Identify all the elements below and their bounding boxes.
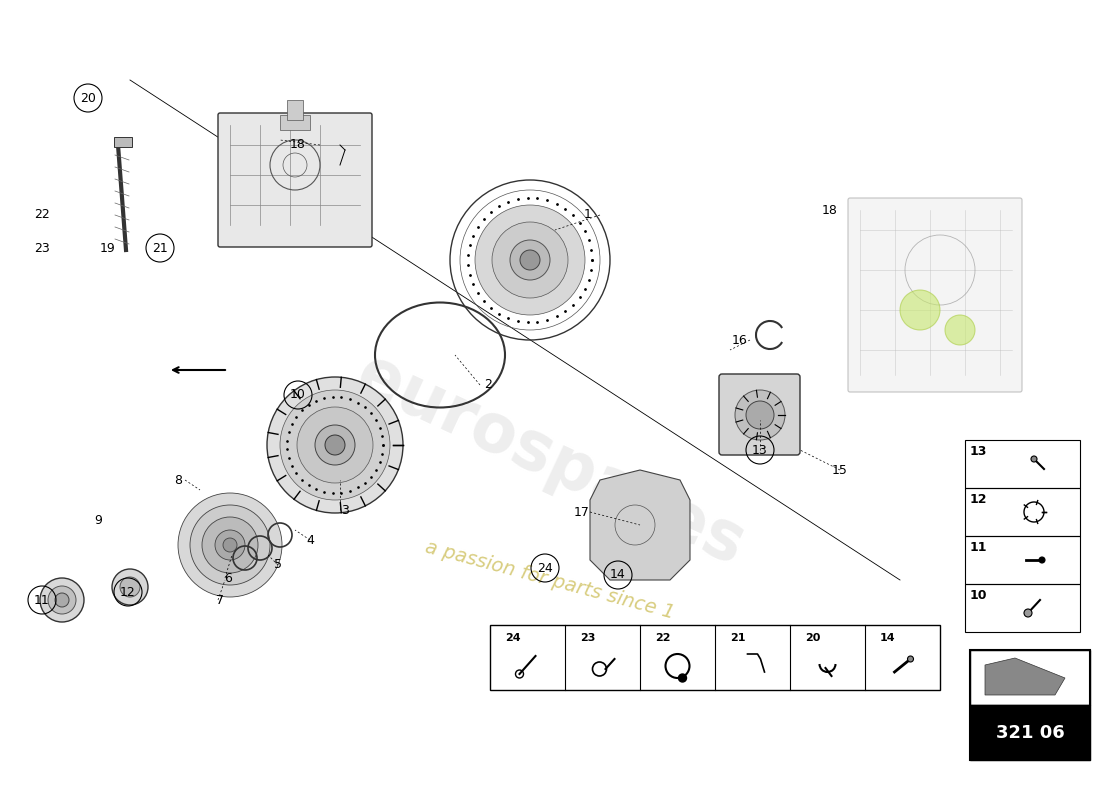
Text: 321 06: 321 06 <box>996 723 1065 742</box>
Text: 10: 10 <box>970 589 988 602</box>
Text: 22: 22 <box>654 633 671 643</box>
Text: 23: 23 <box>34 242 50 254</box>
Circle shape <box>908 656 913 662</box>
Circle shape <box>510 240 550 280</box>
FancyBboxPatch shape <box>719 374 800 455</box>
Text: eurospares: eurospares <box>345 341 755 579</box>
Circle shape <box>280 390 390 500</box>
Circle shape <box>746 401 774 429</box>
Text: 10: 10 <box>290 389 306 402</box>
Text: 8: 8 <box>174 474 182 486</box>
Circle shape <box>475 205 585 315</box>
Circle shape <box>492 222 568 298</box>
Circle shape <box>520 250 540 270</box>
Text: 9: 9 <box>95 514 102 526</box>
Text: a passion for parts since 1: a passion for parts since 1 <box>424 538 676 622</box>
Text: 6: 6 <box>224 571 232 585</box>
Circle shape <box>190 505 270 585</box>
Text: 21: 21 <box>730 633 746 643</box>
Text: 14: 14 <box>610 569 626 582</box>
Text: 14: 14 <box>880 633 895 643</box>
Text: 22: 22 <box>34 209 50 222</box>
Text: 21: 21 <box>152 242 168 254</box>
Bar <box>970 705 1090 760</box>
Circle shape <box>48 586 76 614</box>
Circle shape <box>1040 557 1045 563</box>
Circle shape <box>679 674 686 682</box>
Circle shape <box>112 569 148 605</box>
FancyBboxPatch shape <box>218 113 372 247</box>
Text: 17: 17 <box>574 506 590 518</box>
Text: 4: 4 <box>306 534 313 546</box>
Circle shape <box>735 390 785 440</box>
Bar <box>970 650 1090 760</box>
Text: 11: 11 <box>970 541 988 554</box>
Text: 3: 3 <box>341 503 349 517</box>
Text: 13: 13 <box>970 445 988 458</box>
Bar <box>970 650 1090 705</box>
Circle shape <box>267 377 403 513</box>
Circle shape <box>297 407 373 483</box>
Circle shape <box>1031 456 1037 462</box>
Text: 7: 7 <box>216 594 224 606</box>
Bar <box>965 584 1080 632</box>
Text: 24: 24 <box>505 633 520 643</box>
Bar <box>114 137 132 147</box>
Circle shape <box>1024 609 1032 617</box>
Text: 19: 19 <box>100 242 116 254</box>
Text: 16: 16 <box>733 334 748 346</box>
Text: 11: 11 <box>34 594 50 606</box>
Text: 13: 13 <box>752 443 768 457</box>
Text: 20: 20 <box>805 633 821 643</box>
Polygon shape <box>590 470 690 580</box>
Text: 5: 5 <box>274 558 282 571</box>
Text: 12: 12 <box>120 586 136 598</box>
FancyBboxPatch shape <box>848 198 1022 392</box>
Circle shape <box>120 577 140 597</box>
Text: 12: 12 <box>970 493 988 506</box>
Circle shape <box>40 578 84 622</box>
Circle shape <box>324 435 345 455</box>
Text: 1: 1 <box>584 209 592 222</box>
Polygon shape <box>984 658 1065 695</box>
Circle shape <box>900 290 940 330</box>
Circle shape <box>202 517 258 573</box>
Bar <box>965 536 1080 584</box>
Text: 20: 20 <box>80 91 96 105</box>
Circle shape <box>315 425 355 465</box>
Bar <box>287 100 303 120</box>
Text: 2: 2 <box>484 378 492 391</box>
Text: 18: 18 <box>290 138 306 151</box>
Text: 23: 23 <box>580 633 595 643</box>
Bar <box>965 440 1080 488</box>
Text: 18: 18 <box>822 203 838 217</box>
Text: 24: 24 <box>537 562 553 574</box>
Circle shape <box>945 315 975 345</box>
Bar <box>280 115 310 130</box>
Circle shape <box>214 530 245 560</box>
Circle shape <box>223 538 236 552</box>
Circle shape <box>55 593 69 607</box>
Bar <box>965 488 1080 536</box>
Circle shape <box>178 493 282 597</box>
Bar <box>490 625 940 690</box>
Text: 15: 15 <box>832 463 848 477</box>
